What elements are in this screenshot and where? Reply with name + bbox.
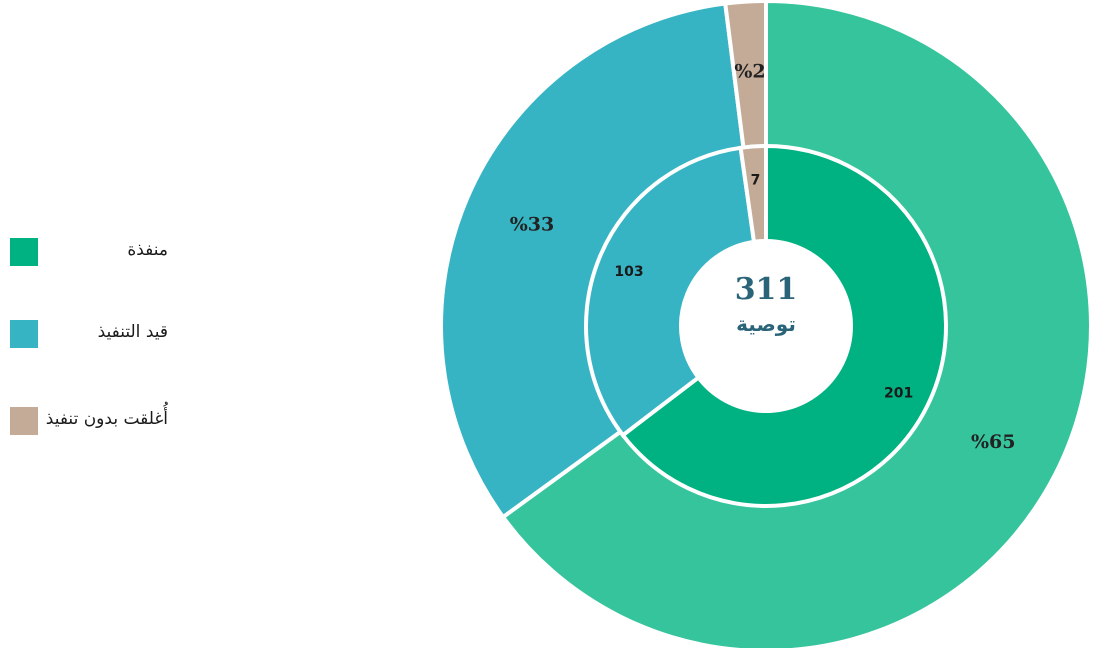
inner-ring [584, 143, 948, 508]
legend-item-implemented: منفذة [0, 236, 240, 268]
legend-label-closed: أُغلقت بدون تنفيذ [45, 409, 168, 429]
inner-segment-in-progress [584, 145, 757, 438]
legend-item-in-progress: قيد التنفيذ [0, 318, 240, 350]
inner-segment-implemented [620, 143, 948, 508]
center-caption: توصية [736, 312, 796, 336]
center-total: 311 [735, 272, 798, 307]
legend-swatch-closed [10, 407, 38, 435]
center-label: 311 توصية [735, 272, 798, 336]
inner-label-in-progress: 103 [614, 264, 643, 280]
legend-label-in-progress: قيد التنفيذ [97, 322, 168, 342]
legend-swatch-in-progress [10, 320, 38, 348]
outer-label-in-progress: %33 [510, 214, 555, 236]
data-labels: %65 %33 %2 201 103 7 [510, 61, 1016, 453]
inner-label-closed: 7 [751, 172, 761, 188]
inner-segment-closed [738, 143, 768, 245]
inner-label-implemented: 201 [884, 386, 913, 402]
legend-item-closed: أُغلقت بدون تنفيذ [0, 405, 240, 437]
chart-legend: منفذة قيد التنفيذ أُغلقت بدون تنفيذ [0, 0, 260, 648]
legend-label-implemented: منفذة [127, 240, 168, 260]
legend-swatch-implemented [10, 238, 38, 266]
outer-label-closed: %2 [734, 61, 765, 83]
outer-label-implemented: %65 [971, 431, 1016, 453]
